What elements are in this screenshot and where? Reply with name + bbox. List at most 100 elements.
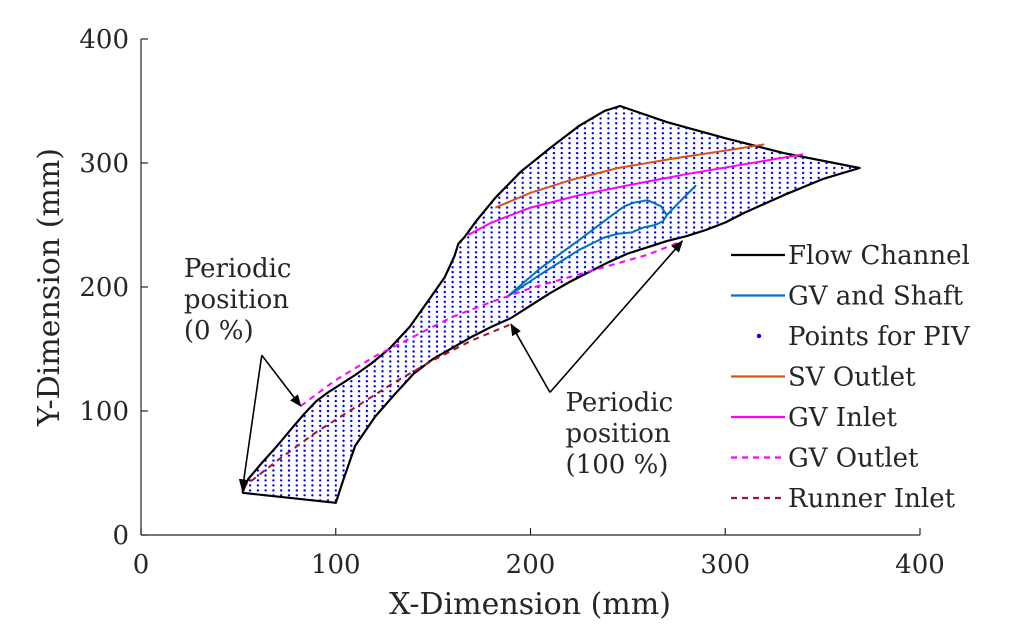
piv-point [731,166,735,170]
piv-point [661,226,665,229]
piv-point [264,484,267,487]
piv-point [529,241,532,244]
piv-point [482,295,485,299]
piv-point [786,186,789,189]
piv-point [700,156,704,160]
piv-point [817,161,820,165]
piv-point [591,132,594,135]
piv-point [646,166,649,170]
piv-point [357,429,361,432]
piv-point [607,142,610,145]
piv-point [482,325,485,328]
piv-point [692,151,696,155]
piv-point [482,270,485,274]
piv-point [319,424,322,428]
piv-point [529,290,532,294]
piv-point [303,474,306,477]
series-line-gv-outlet [300,240,683,407]
piv-point [794,156,797,160]
piv-point [700,216,704,219]
piv-point [319,434,322,437]
piv-point [607,231,610,234]
piv-point [646,146,649,150]
piv-point [529,181,532,184]
piv-point [568,161,571,165]
piv-point [646,142,649,145]
piv-point [389,375,392,378]
piv-point [435,300,439,304]
piv-point [731,156,735,160]
piv-point [685,221,688,224]
piv-point [451,335,454,338]
piv-point [560,176,563,180]
piv-point [583,132,587,135]
piv-point [669,236,672,239]
piv-point [708,196,711,199]
piv-point [498,295,501,299]
piv-point [615,196,618,199]
piv-point [420,315,423,318]
piv-point [326,424,330,428]
piv-point [365,419,369,423]
piv-point [513,310,517,313]
piv-point [591,186,594,189]
piv-point [513,275,517,279]
piv-point [443,330,446,333]
piv-point [661,231,665,234]
piv-point [646,176,649,180]
piv-point [459,325,462,328]
legend-label: Points for PIV [788,322,971,352]
piv-point [583,266,587,269]
piv-point [248,479,252,482]
piv-point [638,176,641,180]
piv-point [490,275,493,279]
piv-point [474,330,478,333]
piv-point [607,226,610,229]
piv-point [342,429,345,432]
piv-point [342,449,345,452]
piv-point [365,385,369,388]
piv-point [459,266,462,269]
piv-point [498,221,501,224]
piv-point [326,429,330,432]
piv-point [311,459,314,462]
piv-point [669,127,672,130]
piv-point [833,171,836,175]
piv-point [428,335,431,338]
piv-point [747,156,750,160]
piv-point [568,226,571,229]
piv-point [599,226,602,229]
piv-point [334,414,337,418]
piv-point [731,176,735,180]
piv-point [801,161,805,165]
piv-point [560,226,563,229]
piv-point [755,146,758,150]
piv-point [716,211,719,214]
piv-point [505,246,509,249]
piv-point [435,295,439,299]
piv-point [646,156,649,160]
piv-point [404,365,408,368]
piv-point [646,221,649,224]
piv-point [731,151,735,155]
piv-point [692,156,696,160]
piv-point [622,241,626,244]
piv-point [716,221,719,224]
piv-point [459,256,462,259]
piv-point [794,171,797,175]
piv-point [700,166,704,170]
piv-point [622,176,626,180]
piv-point [809,176,813,180]
piv-point [599,186,602,189]
piv-point [622,221,626,224]
piv-point [607,181,610,184]
piv-point [490,310,493,313]
piv-point [622,161,626,165]
piv-point [708,191,711,194]
piv-point [747,201,750,204]
piv-point [505,315,509,318]
piv-point [801,181,805,184]
piv-point [583,226,587,229]
piv-point [622,142,626,145]
piv-point [630,122,633,125]
